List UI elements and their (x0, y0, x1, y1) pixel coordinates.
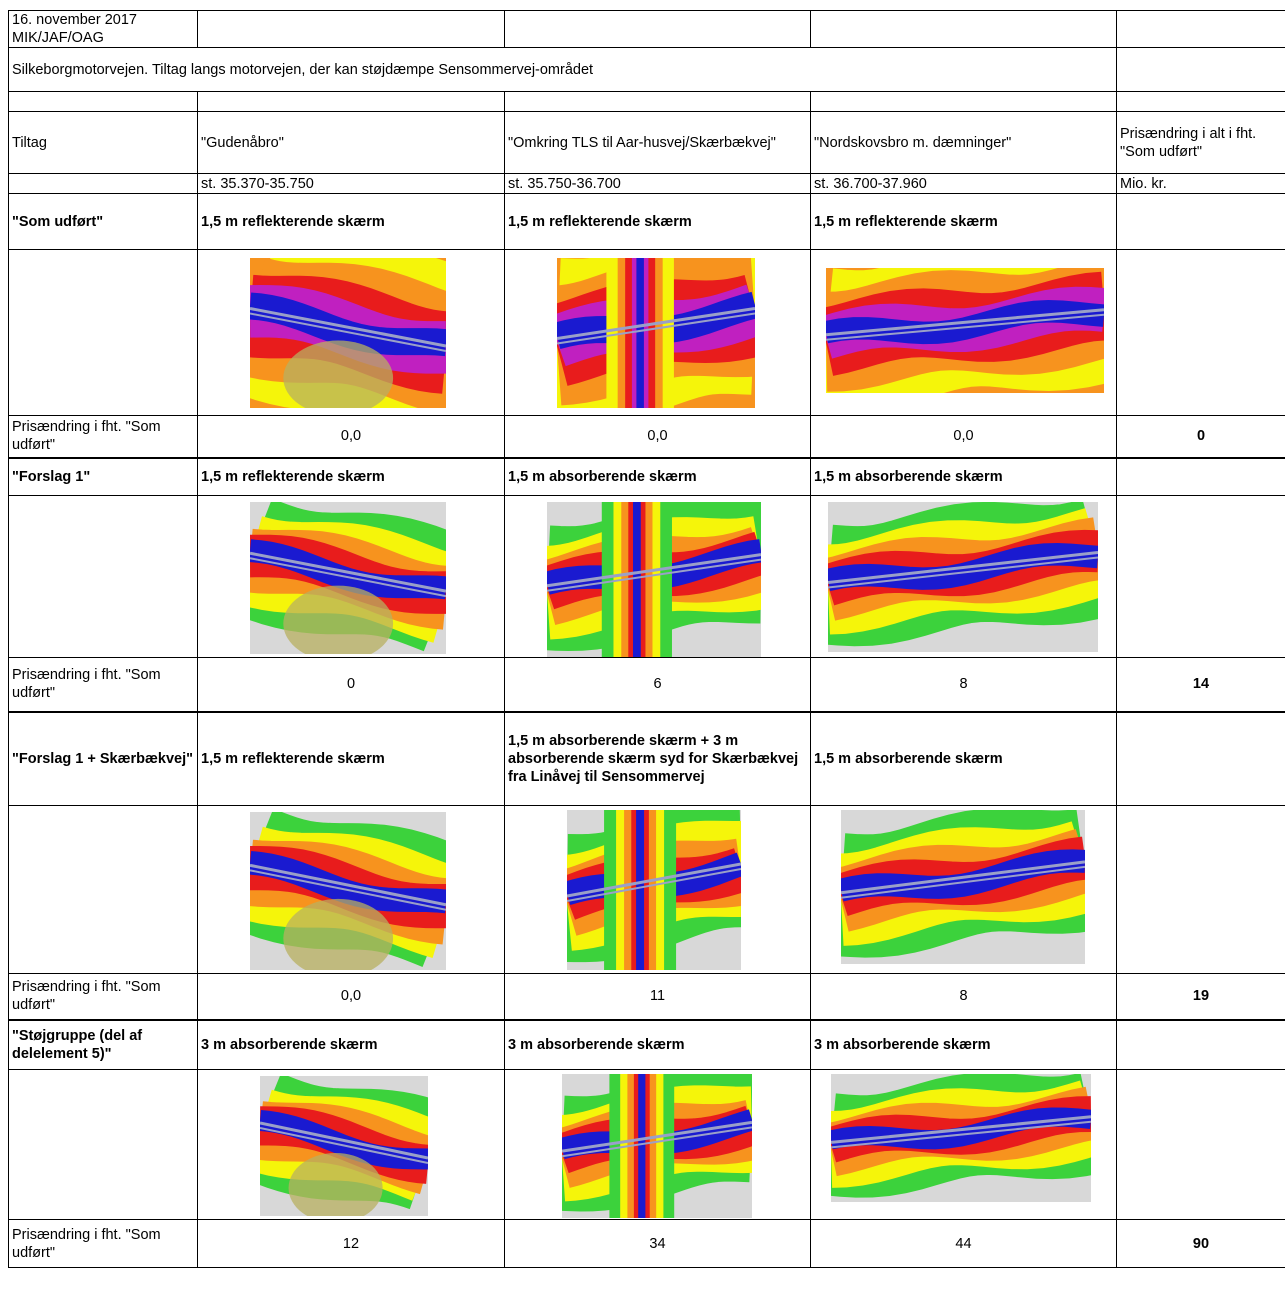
section-name: "Forslag 1" (8, 456, 198, 496)
measure-c1: 1,5 m reflekterende skærm (197, 710, 505, 806)
measure-c2: 1,5 m absorberende skærm + 3 m absorbere… (504, 710, 811, 806)
measure-c3: 1,5 m absorberende skærm (810, 710, 1117, 806)
price-c2: 34 (504, 1219, 811, 1268)
noise-map-image (250, 502, 446, 654)
price-c3: 44 (810, 1219, 1117, 1268)
noise-map-cell (197, 495, 505, 658)
price-c2: 11 (504, 973, 811, 1020)
price-total: 19 (1116, 973, 1285, 1020)
price-row-label: Prisændring i fht. "Som udført" (8, 657, 198, 712)
col-header-tls: "Omkring TLS til Aar-husvej/Skærbækvej" (504, 111, 811, 174)
price-row-label: Prisændring i fht. "Som udført" (8, 415, 198, 458)
price-row-label: Prisændring i fht. "Som udført" (8, 1219, 198, 1268)
measure-c2: 1,5 m reflekterende skærm (504, 193, 811, 250)
noise-map-image (826, 268, 1104, 393)
measure-c2: 1,5 m absorberende skærm (504, 456, 811, 496)
measure-c3: 1,5 m absorberende skærm (810, 456, 1117, 496)
section-name: "Støjgruppe (del af delelement 5)" (8, 1018, 198, 1070)
price-c2: 6 (504, 657, 811, 712)
measure-c3: 3 m absorberende skærm (810, 1018, 1117, 1070)
noise-map-image (567, 810, 741, 970)
noise-map-image (831, 1074, 1091, 1202)
date-line: 16. november 2017 MIK/JAF/OAG (8, 10, 198, 48)
price-c3: 0,0 (810, 415, 1117, 458)
price-c1: 0,0 (197, 973, 505, 1020)
noise-map-cell (197, 249, 505, 416)
station-c2: st. 35.750-36.700 (504, 173, 811, 194)
noise-map-image (260, 1076, 428, 1216)
measure-c2: 3 m absorberende skærm (504, 1018, 811, 1070)
station-total: Mio. kr. (1116, 173, 1285, 194)
price-c3: 8 (810, 973, 1117, 1020)
col-header-total: Prisændring i alt i fht. "Som udført" (1116, 111, 1285, 174)
price-c2: 0,0 (504, 415, 811, 458)
noise-map-image (557, 258, 755, 408)
noise-map-image (562, 1074, 752, 1218)
noise-map-image (547, 502, 761, 657)
measure-c1: 1,5 m reflekterende skærm (197, 193, 505, 250)
price-row-label: Prisændring i fht. "Som udført" (8, 973, 198, 1020)
noise-map-cell (810, 805, 1117, 974)
noise-map-image (250, 812, 446, 970)
section-name: "Som udført" (8, 193, 198, 250)
station-c3: st. 36.700-37.960 (810, 173, 1117, 194)
price-total: 0 (1116, 415, 1285, 458)
col-header-nordskovsbro: "Nordskovsbro m. dæmninger" (810, 111, 1117, 174)
noise-map-cell (197, 1069, 505, 1220)
noise-map-cell (504, 805, 811, 974)
section-name: "Forslag 1 + Skærbækvej" (8, 710, 198, 806)
price-table: 16. november 2017 MIK/JAF/OAG Silkeborgm… (8, 10, 1285, 1268)
price-c3: 8 (810, 657, 1117, 712)
noise-map-image (841, 810, 1085, 964)
price-c1: 0,0 (197, 415, 505, 458)
col-header-gudenaabro: "Gudenåbro" (197, 111, 505, 174)
page-title: Silkeborgmotorvejen. Tiltag langs motorv… (8, 47, 1117, 92)
noise-map-cell (810, 1069, 1117, 1220)
price-c1: 0 (197, 657, 505, 712)
price-total: 90 (1116, 1219, 1285, 1268)
station-c1: st. 35.370-35.750 (197, 173, 505, 194)
price-total: 14 (1116, 657, 1285, 712)
noise-map-cell (810, 249, 1117, 416)
noise-map-cell (810, 495, 1117, 658)
noise-map-cell (504, 495, 811, 658)
price-c1: 12 (197, 1219, 505, 1268)
noise-map-cell (504, 249, 811, 416)
col-header-tiltag: Tiltag (8, 111, 198, 174)
noise-map-image (828, 502, 1098, 652)
noise-map-image (250, 258, 446, 408)
measure-c1: 1,5 m reflekterende skærm (197, 456, 505, 496)
noise-map-cell (197, 805, 505, 974)
noise-map-cell (504, 1069, 811, 1220)
measure-c1: 3 m absorberende skærm (197, 1018, 505, 1070)
measure-c3: 1,5 m reflekterende skærm (810, 193, 1117, 250)
